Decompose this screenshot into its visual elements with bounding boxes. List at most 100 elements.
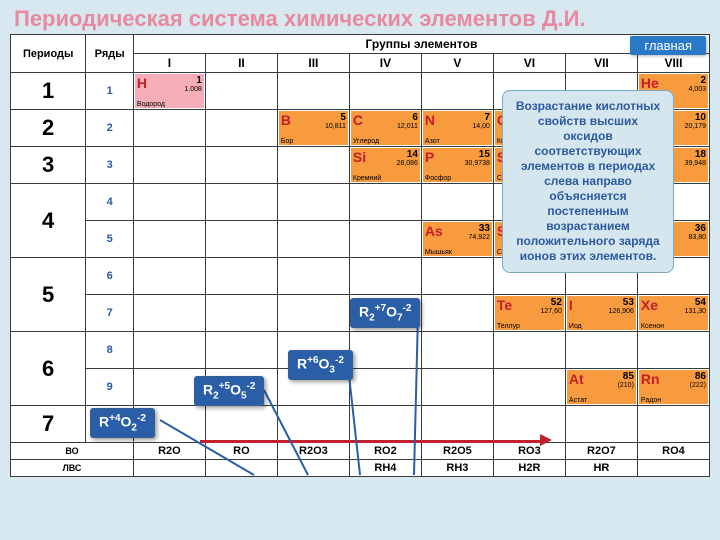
group-I: I xyxy=(133,54,205,73)
series-5: 5 xyxy=(86,221,134,258)
cell xyxy=(133,295,205,332)
cell xyxy=(277,147,349,184)
cell xyxy=(277,73,349,110)
cell: N714,00Азот xyxy=(421,110,493,147)
footer-vo: ВО xyxy=(11,443,134,460)
cell xyxy=(205,73,277,110)
cell xyxy=(493,332,565,369)
cell xyxy=(205,295,277,332)
cell: As3374,922Мышьяк xyxy=(421,221,493,258)
cell xyxy=(421,406,493,443)
element-C[interactable]: C612,011Углерод xyxy=(351,111,420,145)
cell xyxy=(277,295,349,332)
group-II: II xyxy=(205,54,277,73)
element-H[interactable]: H11.008Водород xyxy=(135,74,204,108)
cell xyxy=(637,332,709,369)
period-7: 7 xyxy=(11,406,86,443)
oxide-label: R2+7O7-2 xyxy=(350,298,420,328)
hydride-formula xyxy=(133,460,205,477)
group-V: V xyxy=(421,54,493,73)
element-I[interactable]: I53126,906Иод xyxy=(567,296,636,330)
group-IV: IV xyxy=(349,54,421,73)
page-title: Периодическая система химических элемент… xyxy=(0,0,720,36)
cell xyxy=(133,332,205,369)
cell xyxy=(349,221,421,258)
oxide-formula: RO4 xyxy=(637,443,709,460)
cell xyxy=(565,332,637,369)
element-N[interactable]: N714,00Азот xyxy=(423,111,492,145)
series-4: 4 xyxy=(86,184,134,221)
period-5: 5 xyxy=(11,258,86,332)
series-6: 6 xyxy=(86,258,134,295)
cell: H11.008Водород xyxy=(133,73,205,110)
trend-arrowhead xyxy=(540,434,552,446)
cell: Te52127,60Теллур xyxy=(493,295,565,332)
cell xyxy=(277,258,349,295)
period-3: 3 xyxy=(11,147,86,184)
explanation-callout: Возрастание кислотных свойств высших окс… xyxy=(502,90,674,273)
period-4: 4 xyxy=(11,184,86,258)
element-B[interactable]: B510,811Бор xyxy=(279,111,348,145)
group-VI: VI xyxy=(493,54,565,73)
cell xyxy=(133,258,205,295)
cell xyxy=(421,258,493,295)
cell xyxy=(205,147,277,184)
cell xyxy=(133,221,205,258)
hydride-formula: RH4 xyxy=(349,460,421,477)
series-1: 1 xyxy=(86,73,134,110)
cell: Si1428,086Кремний xyxy=(349,147,421,184)
cell xyxy=(565,406,637,443)
cell xyxy=(421,332,493,369)
hydride-formula xyxy=(205,460,277,477)
series-7: 7 xyxy=(86,295,134,332)
hydride-formula: HR xyxy=(565,460,637,477)
oxide-formula: RO2 xyxy=(349,443,421,460)
element-Xe[interactable]: Xe54131,30Ксенон xyxy=(639,296,708,330)
element-Rn[interactable]: Rn86(222)Радон xyxy=(639,370,708,404)
element-Si[interactable]: Si1428,086Кремний xyxy=(351,148,420,182)
group-VII: VII xyxy=(565,54,637,73)
cell xyxy=(421,295,493,332)
main-button[interactable]: главная xyxy=(630,36,706,55)
cell: At85(210)Астат xyxy=(565,369,637,406)
hydride-formula: RH3 xyxy=(421,460,493,477)
element-Te[interactable]: Te52127,60Теллур xyxy=(495,296,564,330)
element-At[interactable]: At85(210)Астат xyxy=(567,370,636,404)
oxide-label: R2+5O5-2 xyxy=(194,376,264,406)
series-9: 9 xyxy=(86,369,134,406)
oxide-formula: RO xyxy=(205,443,277,460)
series-2: 2 xyxy=(86,110,134,147)
cell xyxy=(421,73,493,110)
cell xyxy=(349,73,421,110)
hydride-formula: H2R xyxy=(493,460,565,477)
oxide-formula: R2O3 xyxy=(277,443,349,460)
series-3: 3 xyxy=(86,147,134,184)
element-P[interactable]: P1530,9738Фосфор xyxy=(423,148,492,182)
period-1: 1 xyxy=(11,73,86,110)
cell xyxy=(133,147,205,184)
cell xyxy=(277,184,349,221)
cell: C612,011Углерод xyxy=(349,110,421,147)
element-As[interactable]: As3374,922Мышьяк xyxy=(423,222,492,256)
group-VIII: VIII xyxy=(637,54,709,73)
series-8: 8 xyxy=(86,332,134,369)
oxide-label: R+4O2-2 xyxy=(90,408,155,438)
cell xyxy=(133,184,205,221)
trend-arrow xyxy=(200,440,540,443)
oxide-formula: R2O xyxy=(133,443,205,460)
cell xyxy=(277,406,349,443)
period-6: 6 xyxy=(11,332,86,406)
groups-header: Группы элементов xyxy=(133,35,709,54)
cell: B510,811Бор xyxy=(277,110,349,147)
oxide-label: R+6O3-2 xyxy=(288,350,353,380)
cell xyxy=(637,406,709,443)
oxide-formula: R2O5 xyxy=(421,443,493,460)
oxide-formula: RO3 xyxy=(493,443,565,460)
hydride-formula xyxy=(637,460,709,477)
cell: P1530,9738Фосфор xyxy=(421,147,493,184)
group-III: III xyxy=(277,54,349,73)
cell xyxy=(205,258,277,295)
cell xyxy=(493,406,565,443)
cell xyxy=(493,369,565,406)
cell xyxy=(205,332,277,369)
